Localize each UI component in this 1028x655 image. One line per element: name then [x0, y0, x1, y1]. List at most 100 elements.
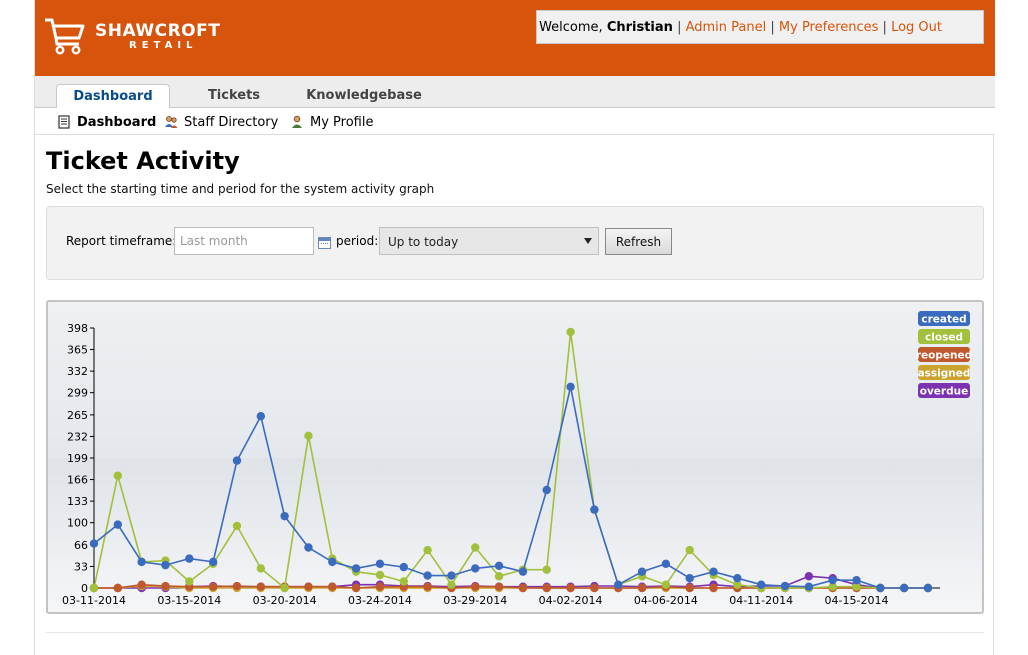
timeframe-input[interactable]	[174, 227, 314, 255]
y-axis: 0 33 66 100 133 166 199 232 265 299 332 365 398	[67, 322, 95, 595]
legend-label-overdue: overdue	[920, 386, 968, 398]
x-tick-label: 04-02-2014	[539, 594, 603, 607]
x-tick-label: 03-15-2014	[157, 594, 221, 607]
y-tick-label: 299	[67, 387, 88, 400]
data-point-reopened	[113, 583, 123, 593]
subnav-item-dashboard[interactable]: Dashboard	[57, 113, 156, 131]
data-point-created	[471, 564, 480, 573]
x-tick-label: 03-29-2014	[443, 594, 507, 607]
data-point-created	[89, 539, 99, 548]
data-point-created	[280, 511, 289, 521]
y-tick-label: 166	[67, 474, 88, 487]
data-point-created	[876, 583, 885, 593]
brand-logo[interactable]: SHAWCROFT RETAIL	[43, 16, 233, 56]
data-point-created	[542, 485, 551, 495]
subnav-item-staff-directory[interactable]: Staff Directory	[164, 113, 278, 131]
legend-swatch-overdue	[918, 383, 970, 398]
legend-swatch-assigned	[918, 365, 970, 380]
data-point-created	[614, 580, 623, 589]
user-name: Christian	[606, 20, 673, 35]
chevron-down-icon	[584, 238, 592, 244]
data-point-reopened	[471, 582, 480, 591]
separator: |	[770, 20, 775, 35]
data-point-reopened	[232, 581, 242, 591]
data-point-created	[304, 543, 313, 552]
welcome-text: Welcome,	[539, 20, 607, 35]
data-point-created	[423, 571, 432, 580]
data-point-created	[757, 580, 766, 589]
separator: |	[882, 20, 887, 35]
calendar-icon[interactable]	[318, 237, 331, 249]
data-point-reopened	[375, 582, 385, 591]
data-point-created	[852, 575, 861, 585]
data-point-closed	[185, 577, 194, 586]
data-point-created	[351, 564, 361, 573]
my-preferences-link[interactable]: My Preferences	[778, 20, 879, 35]
data-point-created	[256, 411, 265, 421]
data-point-closed	[89, 583, 99, 593]
tab-knowledgebase[interactable]: Knowledgebase	[306, 88, 422, 103]
y-tick-label: 232	[67, 430, 88, 443]
chart-series	[89, 327, 933, 593]
data-point-created	[780, 581, 790, 591]
shopping-cart-icon	[45, 18, 85, 55]
legend-label-created: created	[921, 314, 966, 326]
y-tick-label: 66	[74, 539, 88, 552]
x-tick-label: 04-06-2014	[634, 594, 698, 607]
document-icon	[58, 115, 70, 129]
data-point-closed	[852, 582, 861, 591]
refresh-button[interactable]: Refresh	[605, 228, 672, 255]
data-point-reopened	[590, 583, 599, 593]
page-container: SHAWCROFT RETAIL Welcome, Christian | Ad…	[34, 0, 995, 655]
legend-swatch-created	[918, 311, 970, 326]
data-point-created	[185, 554, 194, 563]
data-point-created	[637, 567, 647, 576]
data-point-created	[375, 559, 385, 569]
brand-subname: RETAIL	[129, 40, 198, 51]
separator: |	[677, 20, 682, 35]
y-tick-label: 398	[67, 322, 88, 335]
period-selected-value: Up to today	[388, 235, 459, 249]
data-point-created	[494, 561, 504, 570]
data-point-created	[661, 559, 671, 569]
data-point-closed	[566, 327, 575, 337]
subnav-label: Dashboard	[77, 114, 157, 130]
data-point-created	[137, 557, 146, 567]
data-point-reopened	[423, 582, 432, 591]
data-point-reopened	[566, 583, 575, 593]
admin-panel-link[interactable]: Admin Panel	[685, 20, 767, 35]
data-point-closed	[256, 564, 265, 573]
y-tick-label: 33	[74, 560, 88, 573]
activity-chart-container: 0 33 66 100 133 166 199 232 265 299 332 365 398 03-1…	[46, 300, 984, 614]
tab-tickets[interactable]: Tickets	[207, 88, 261, 103]
data-point-created	[328, 557, 337, 567]
data-point-reopened	[542, 583, 551, 593]
data-point-created	[899, 583, 909, 593]
data-point-reopened	[208, 582, 218, 591]
logout-link[interactable]: Log Out	[891, 20, 942, 35]
data-point-reopened	[709, 583, 718, 593]
series-line-closed	[93, 331, 928, 590]
period-select[interactable]: Up to today	[379, 227, 599, 255]
legend-label-reopened: reopened	[916, 350, 972, 362]
legend-label-assigned: assigned	[918, 368, 971, 380]
y-tick-label: 199	[67, 452, 88, 465]
data-point-closed	[232, 521, 242, 531]
data-point-closed	[661, 580, 671, 589]
page-title: Ticket Activity	[46, 147, 240, 175]
subnav-item-my-profile[interactable]: My Profile	[290, 113, 373, 131]
data-point-closed	[471, 543, 480, 552]
data-point-created	[447, 571, 456, 580]
data-point-created	[518, 567, 528, 576]
legend-swatch-closed	[918, 329, 970, 344]
chart-legend: created closed reopened assigned overdue	[916, 311, 972, 398]
y-tick-label: 0	[81, 582, 88, 595]
data-point-created	[590, 505, 599, 514]
header-bar: SHAWCROFT RETAIL Welcome, Christian | Ad…	[35, 0, 995, 76]
ticket-activity-chart: 0 33 66 100 133 166 199 232 265 299 332 365 398 03-1…	[62, 311, 972, 607]
x-tick-label: 03-24-2014	[348, 594, 412, 607]
tab-dashboard[interactable]: Dashboard	[56, 84, 170, 109]
x-tick-label: 04-11-2014	[729, 594, 793, 607]
data-point-closed	[280, 583, 289, 593]
sub-navigation: Dashboard Staff Directory My Profile	[35, 108, 995, 135]
